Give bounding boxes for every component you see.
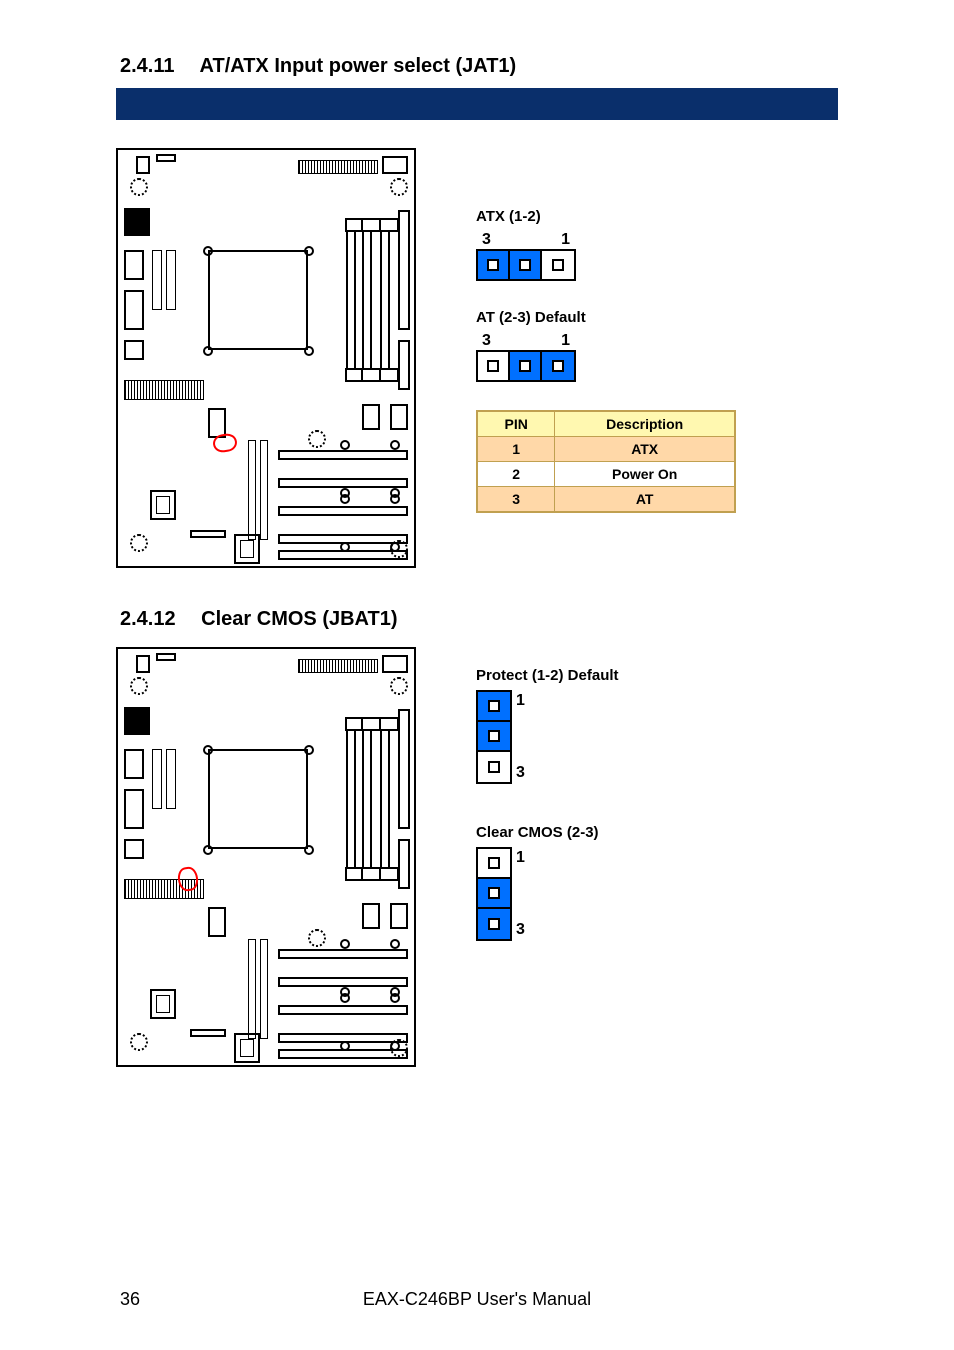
pin-3-label: 3 (482, 231, 491, 249)
jumper2-b (476, 847, 512, 941)
pin3-label-b: 3 (516, 921, 525, 939)
section-number: 2.4.11 (120, 55, 175, 78)
footer-manual: EAX-C246BP User's Manual (0, 1289, 954, 1310)
pin3-label: 3 (516, 764, 525, 782)
pin-3-label-b: 3 (482, 332, 491, 350)
th-desc: Description (555, 411, 735, 437)
pin1-label-b: 1 (516, 849, 525, 867)
section2-number: 2.4.12 (120, 608, 176, 630)
cell: AT (555, 487, 735, 513)
pin1-label: 1 (516, 692, 525, 710)
jumper2-opt-b-label: Clear CMOS (2-3) (476, 824, 838, 841)
jumper1-opt-b-label: AT (2-3) Default (476, 309, 838, 326)
jat1-marker (212, 432, 238, 453)
pin-assignment-table: PIN Description 1 ATX 2 Power On 3 AT (476, 410, 736, 513)
pin-1-label: 1 (561, 231, 570, 249)
section2-title: Clear CMOS (JBAT1) (201, 608, 397, 630)
jumper1-opt-a-label: ATX (1-2) (476, 208, 838, 225)
cell: 1 (477, 437, 555, 462)
cell: 3 (477, 487, 555, 513)
cell: ATX (555, 437, 735, 462)
jumper1-a (476, 249, 576, 281)
cell: 2 (477, 462, 555, 487)
cell: Power On (555, 462, 735, 487)
th-pin: PIN (477, 411, 555, 437)
motherboard-diagram-1 (116, 148, 416, 568)
pin-1-label-b: 1 (561, 332, 570, 350)
section-title: AT/ATX Input power select (JAT1) (200, 55, 517, 78)
jumper2-a (476, 690, 512, 784)
header-bar (116, 88, 838, 120)
jumper2-opt-a-label: Protect (1-2) Default (476, 667, 838, 684)
motherboard-diagram-2 (116, 647, 416, 1067)
jumper1-b (476, 350, 576, 382)
